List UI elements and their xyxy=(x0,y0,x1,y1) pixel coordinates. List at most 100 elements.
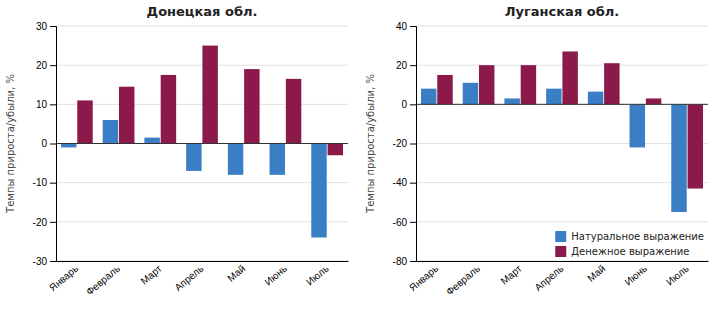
tick-label: Февраль xyxy=(444,263,482,298)
tick-mark xyxy=(50,65,56,66)
tick-mark xyxy=(410,222,416,223)
bar xyxy=(328,144,343,156)
grid-line xyxy=(416,143,708,144)
tick: Апрель xyxy=(172,263,205,293)
bars xyxy=(421,51,703,212)
bar-series xyxy=(437,51,703,188)
grid-line xyxy=(416,104,708,105)
bar xyxy=(421,89,436,105)
title: Донецкая обл. xyxy=(147,4,258,19)
bar xyxy=(202,46,217,144)
grid-line xyxy=(56,65,348,66)
tick-label: Январь xyxy=(407,263,440,293)
tick: 10 xyxy=(36,99,56,110)
tick: Июнь xyxy=(262,263,289,288)
tick: 20 xyxy=(396,60,416,71)
tick-label: Март xyxy=(138,263,164,287)
bar-series xyxy=(77,46,343,156)
x-axis: ЯнварьФевраль Март Апрель Май Июнь Июль xyxy=(47,262,348,298)
grid-line xyxy=(416,65,708,66)
bar xyxy=(546,89,561,105)
tick-label: -20 xyxy=(33,217,48,228)
tick-mark xyxy=(50,261,56,262)
tick-label: Март xyxy=(498,263,524,287)
y-axis-title: Темпы прироста/убыли, % xyxy=(365,74,376,214)
tick-label: Июнь xyxy=(622,263,649,288)
grid-line xyxy=(56,26,348,27)
bar xyxy=(688,104,703,188)
tick-mark xyxy=(50,104,56,105)
bar xyxy=(646,98,661,104)
grid-line xyxy=(56,261,348,262)
bar xyxy=(244,69,259,143)
tick: Январь xyxy=(47,263,80,293)
grid-line xyxy=(416,26,708,27)
bar xyxy=(671,104,686,212)
tick-label: Январь xyxy=(47,263,80,293)
tick-label: 0 xyxy=(401,99,407,110)
bar xyxy=(588,92,603,105)
tick-label: 0 xyxy=(41,138,47,149)
bar xyxy=(437,75,452,104)
tick: -10 xyxy=(33,177,56,188)
tick: Февраль xyxy=(84,263,122,298)
tick-mark xyxy=(410,65,416,66)
bar xyxy=(77,100,92,143)
tick: 0 xyxy=(41,138,56,149)
tick-mark xyxy=(410,104,416,105)
legend: Натуральное выражение Денежное выражение xyxy=(555,231,704,257)
legend-label: Денежное выражение xyxy=(571,246,689,257)
title: Луганская обл. xyxy=(505,4,619,19)
tick: 0 xyxy=(401,99,416,110)
bar xyxy=(186,144,201,171)
bar xyxy=(504,98,519,104)
baseline xyxy=(56,143,348,144)
bar xyxy=(521,65,536,104)
tick: 20 xyxy=(36,60,56,71)
tick: Июль xyxy=(304,263,331,288)
bar xyxy=(630,104,645,147)
bar-series xyxy=(421,83,687,212)
baseline xyxy=(416,104,708,105)
tick-mark xyxy=(50,183,56,184)
panel: -80 -60 -40 -20 0 20 40 ЯнварьФевраль Март Апрель… xyxy=(365,4,709,297)
tick-label: -60 xyxy=(393,217,408,228)
y-axis: -80 -60 -40 -20 0 20 40 xyxy=(393,21,417,267)
tick-label: Май xyxy=(225,263,247,284)
tick: 30 xyxy=(36,21,56,32)
tick-label: -20 xyxy=(393,138,408,149)
axis-line xyxy=(410,27,417,262)
legend-item: Денежное выражение xyxy=(555,246,689,257)
tick: Январь xyxy=(407,263,440,293)
grid-line xyxy=(416,182,708,183)
bars xyxy=(61,46,343,238)
grid xyxy=(56,26,348,261)
axis-line xyxy=(50,27,57,262)
bar xyxy=(463,83,478,105)
legend-label: Натуральное выражение xyxy=(571,231,704,242)
tick-label: Июль xyxy=(304,263,331,288)
bar xyxy=(228,144,243,175)
tick: -20 xyxy=(33,217,56,228)
tick: Апрель xyxy=(532,263,565,293)
axis-line xyxy=(417,261,709,262)
tick: -80 xyxy=(393,256,416,267)
tick-label: 20 xyxy=(396,60,408,71)
tick-mark xyxy=(410,144,416,145)
legend-swatch xyxy=(555,246,566,257)
tick-label: Июль xyxy=(664,263,691,288)
grid-line xyxy=(56,221,348,222)
tick: Май xyxy=(225,263,247,284)
bar xyxy=(479,65,494,104)
tick-label: 30 xyxy=(36,21,48,32)
tick-label: -40 xyxy=(393,177,408,188)
tick-mark xyxy=(50,26,56,27)
tick: 40 xyxy=(396,21,416,32)
grid xyxy=(416,26,708,261)
bar xyxy=(103,120,118,144)
bar xyxy=(604,63,619,104)
tick-label: 40 xyxy=(396,21,408,32)
figure: -30-20-100102030ЯнварьФевральМартАпрельМ… xyxy=(0,0,720,313)
tick: -40 xyxy=(393,177,416,188)
y-axis: -30-20-100102030 xyxy=(33,21,57,267)
